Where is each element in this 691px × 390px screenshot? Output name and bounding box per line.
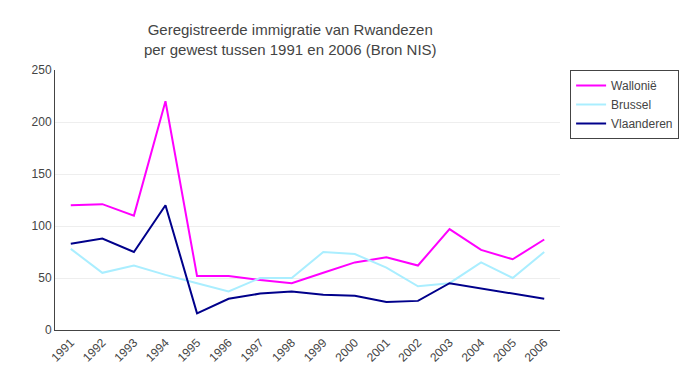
svg-text:1999: 1999 xyxy=(301,336,330,365)
svg-text:Vlaanderen: Vlaanderen xyxy=(611,117,672,131)
svg-text:1991: 1991 xyxy=(48,336,77,365)
svg-text:1996: 1996 xyxy=(206,336,235,365)
svg-text:50: 50 xyxy=(38,271,52,285)
svg-text:2001: 2001 xyxy=(364,336,393,365)
svg-text:Wallonië: Wallonië xyxy=(611,79,657,93)
svg-text:0: 0 xyxy=(45,323,52,337)
svg-text:2006: 2006 xyxy=(522,336,551,365)
svg-text:2005: 2005 xyxy=(490,336,519,365)
svg-text:2003: 2003 xyxy=(427,336,456,365)
svg-text:1993: 1993 xyxy=(111,336,140,365)
svg-text:Geregistreerde immigratie van: Geregistreerde immigratie van Rwandezenp… xyxy=(144,21,437,58)
svg-text:2000: 2000 xyxy=(332,336,361,365)
svg-text:1995: 1995 xyxy=(175,336,204,365)
svg-text:1992: 1992 xyxy=(80,336,109,365)
svg-text:2002: 2002 xyxy=(396,336,425,365)
svg-text:1998: 1998 xyxy=(269,336,298,365)
svg-text:200: 200 xyxy=(32,115,52,129)
svg-text:1994: 1994 xyxy=(143,336,172,365)
svg-text:1997: 1997 xyxy=(238,336,267,365)
svg-text:Brussel: Brussel xyxy=(611,98,651,112)
svg-text:150: 150 xyxy=(32,167,52,181)
svg-text:250: 250 xyxy=(32,63,52,77)
svg-text:2004: 2004 xyxy=(459,336,488,365)
svg-text:100: 100 xyxy=(32,219,52,233)
